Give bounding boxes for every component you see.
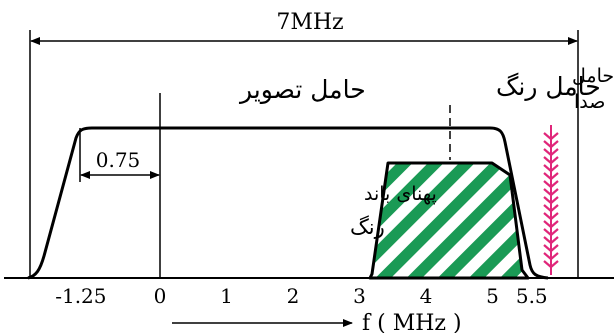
tick-label: 4 <box>420 284 433 308</box>
color-carrier-label: حامل رنگ <box>496 72 601 101</box>
tick-label: 2 <box>287 284 300 308</box>
tick-label: 1 <box>220 284 233 308</box>
offset-label: 0.75 <box>96 148 141 172</box>
tick-label: -1.25 <box>55 284 106 308</box>
tick-label: 0 <box>154 284 167 308</box>
color-band-region <box>368 161 530 280</box>
color-band-label-line2: رنگ <box>350 215 385 239</box>
sound-carrier-label-line2: صدا <box>574 91 605 113</box>
picture-carrier-label: حامل تصویر <box>238 75 366 104</box>
frequency-axis-label: f ( MHz ) <box>362 311 462 333</box>
bandwidth-label: 7MHz <box>276 10 343 35</box>
sound-carrier-label-line1: حامل <box>572 65 614 87</box>
tick-label: 5 <box>486 284 499 308</box>
sound-carrier <box>543 125 559 275</box>
tick-labels: -1.25 0 1 2 3 4 5 5.5 <box>55 284 547 308</box>
tick-label: 5.5 <box>516 284 548 308</box>
tick-label: 3 <box>353 284 366 308</box>
picture-spectrum-envelope <box>27 126 549 280</box>
color-band-label-line1: پهنای باند <box>364 183 437 205</box>
